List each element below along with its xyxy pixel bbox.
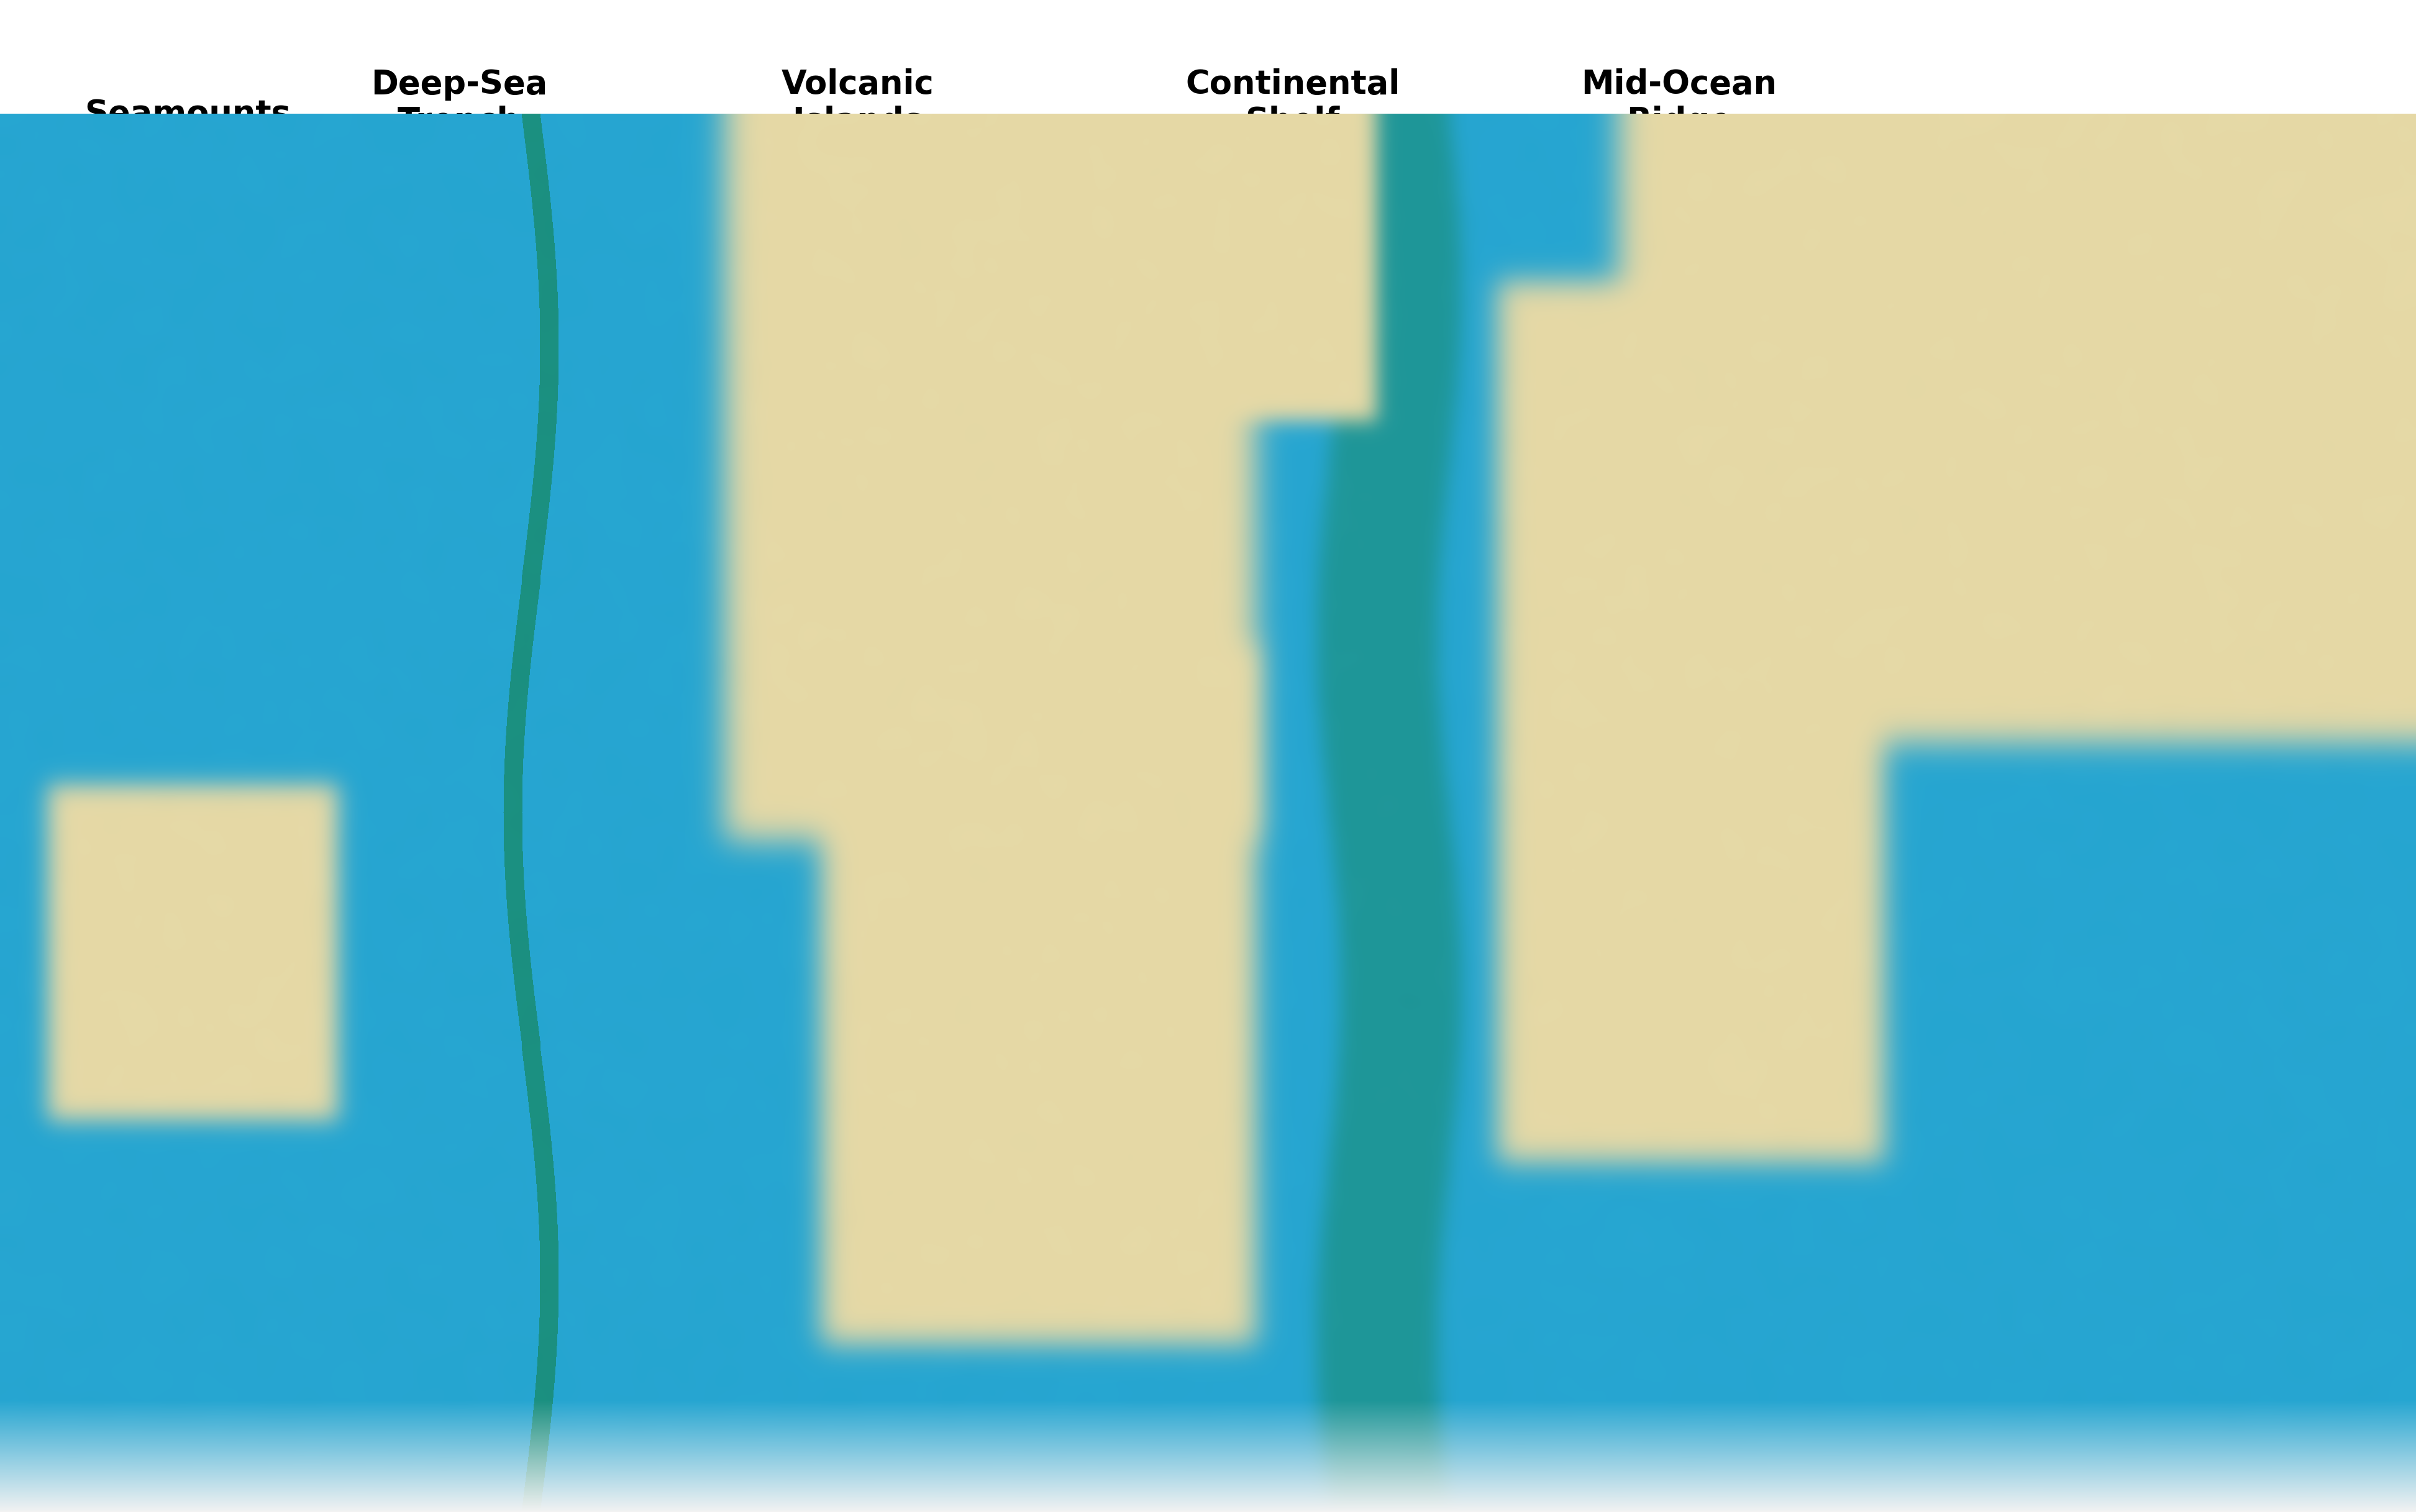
Text: Seamounts: Seamounts (85, 98, 290, 130)
Text: Deep-Sea
Trench: Deep-Sea Trench (370, 68, 548, 138)
Text: Continental
Shelf: Continental Shelf (1186, 68, 1399, 138)
Text: Mid-Ocean
Ridge: Mid-Ocean Ridge (1582, 68, 1776, 138)
Text: Volcanic
Islands: Volcanic Islands (780, 68, 935, 138)
